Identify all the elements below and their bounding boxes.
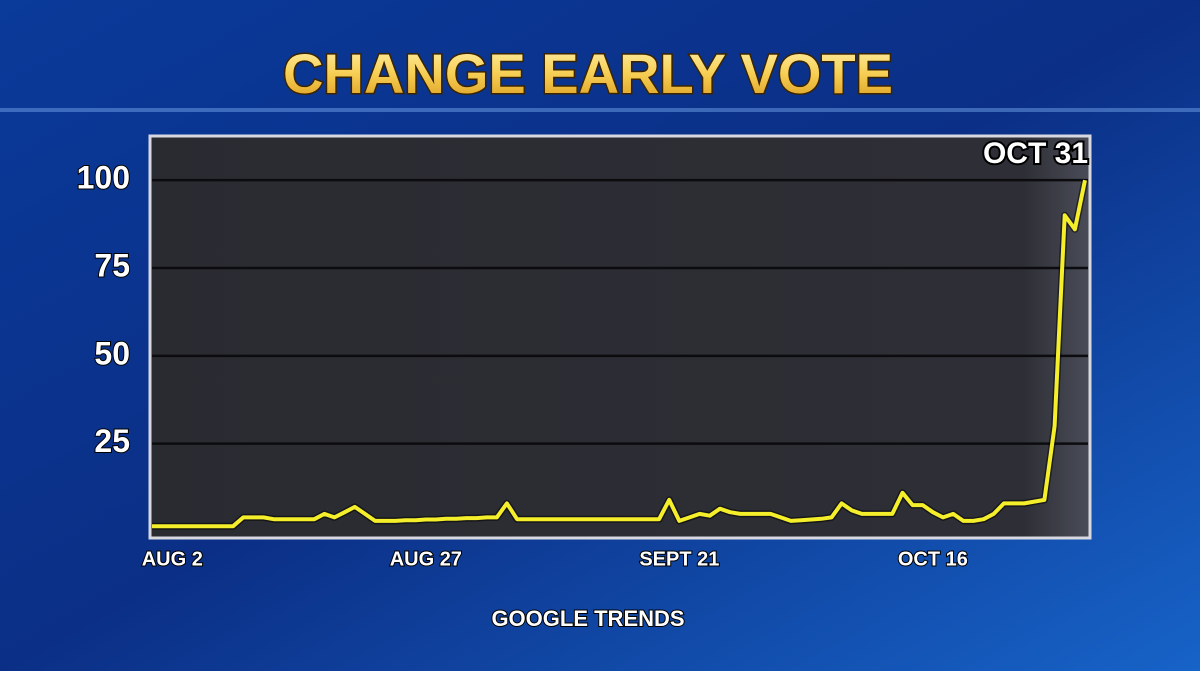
- x-tick-label: OCT 16: [898, 548, 968, 570]
- plot-area: [148, 134, 1092, 540]
- y-tick-label: 50: [94, 335, 130, 371]
- x-tick-label: AUG 2: [142, 548, 203, 570]
- chart-title: CHANGE EARLY VOTE: [283, 42, 893, 105]
- x-tick-label: AUG 27: [390, 548, 462, 570]
- y-tick-label: 25: [94, 423, 130, 459]
- source-label: GOOGLE TRENDS: [491, 606, 684, 631]
- title-divider: [0, 108, 1200, 112]
- data-line: [152, 179, 1087, 529]
- y-tick-label: 100: [77, 160, 130, 196]
- end-date-label: OCT 31: [983, 137, 1088, 170]
- y-tick-label: 75: [94, 247, 130, 283]
- x-tick-label: SEPT 21: [639, 548, 719, 570]
